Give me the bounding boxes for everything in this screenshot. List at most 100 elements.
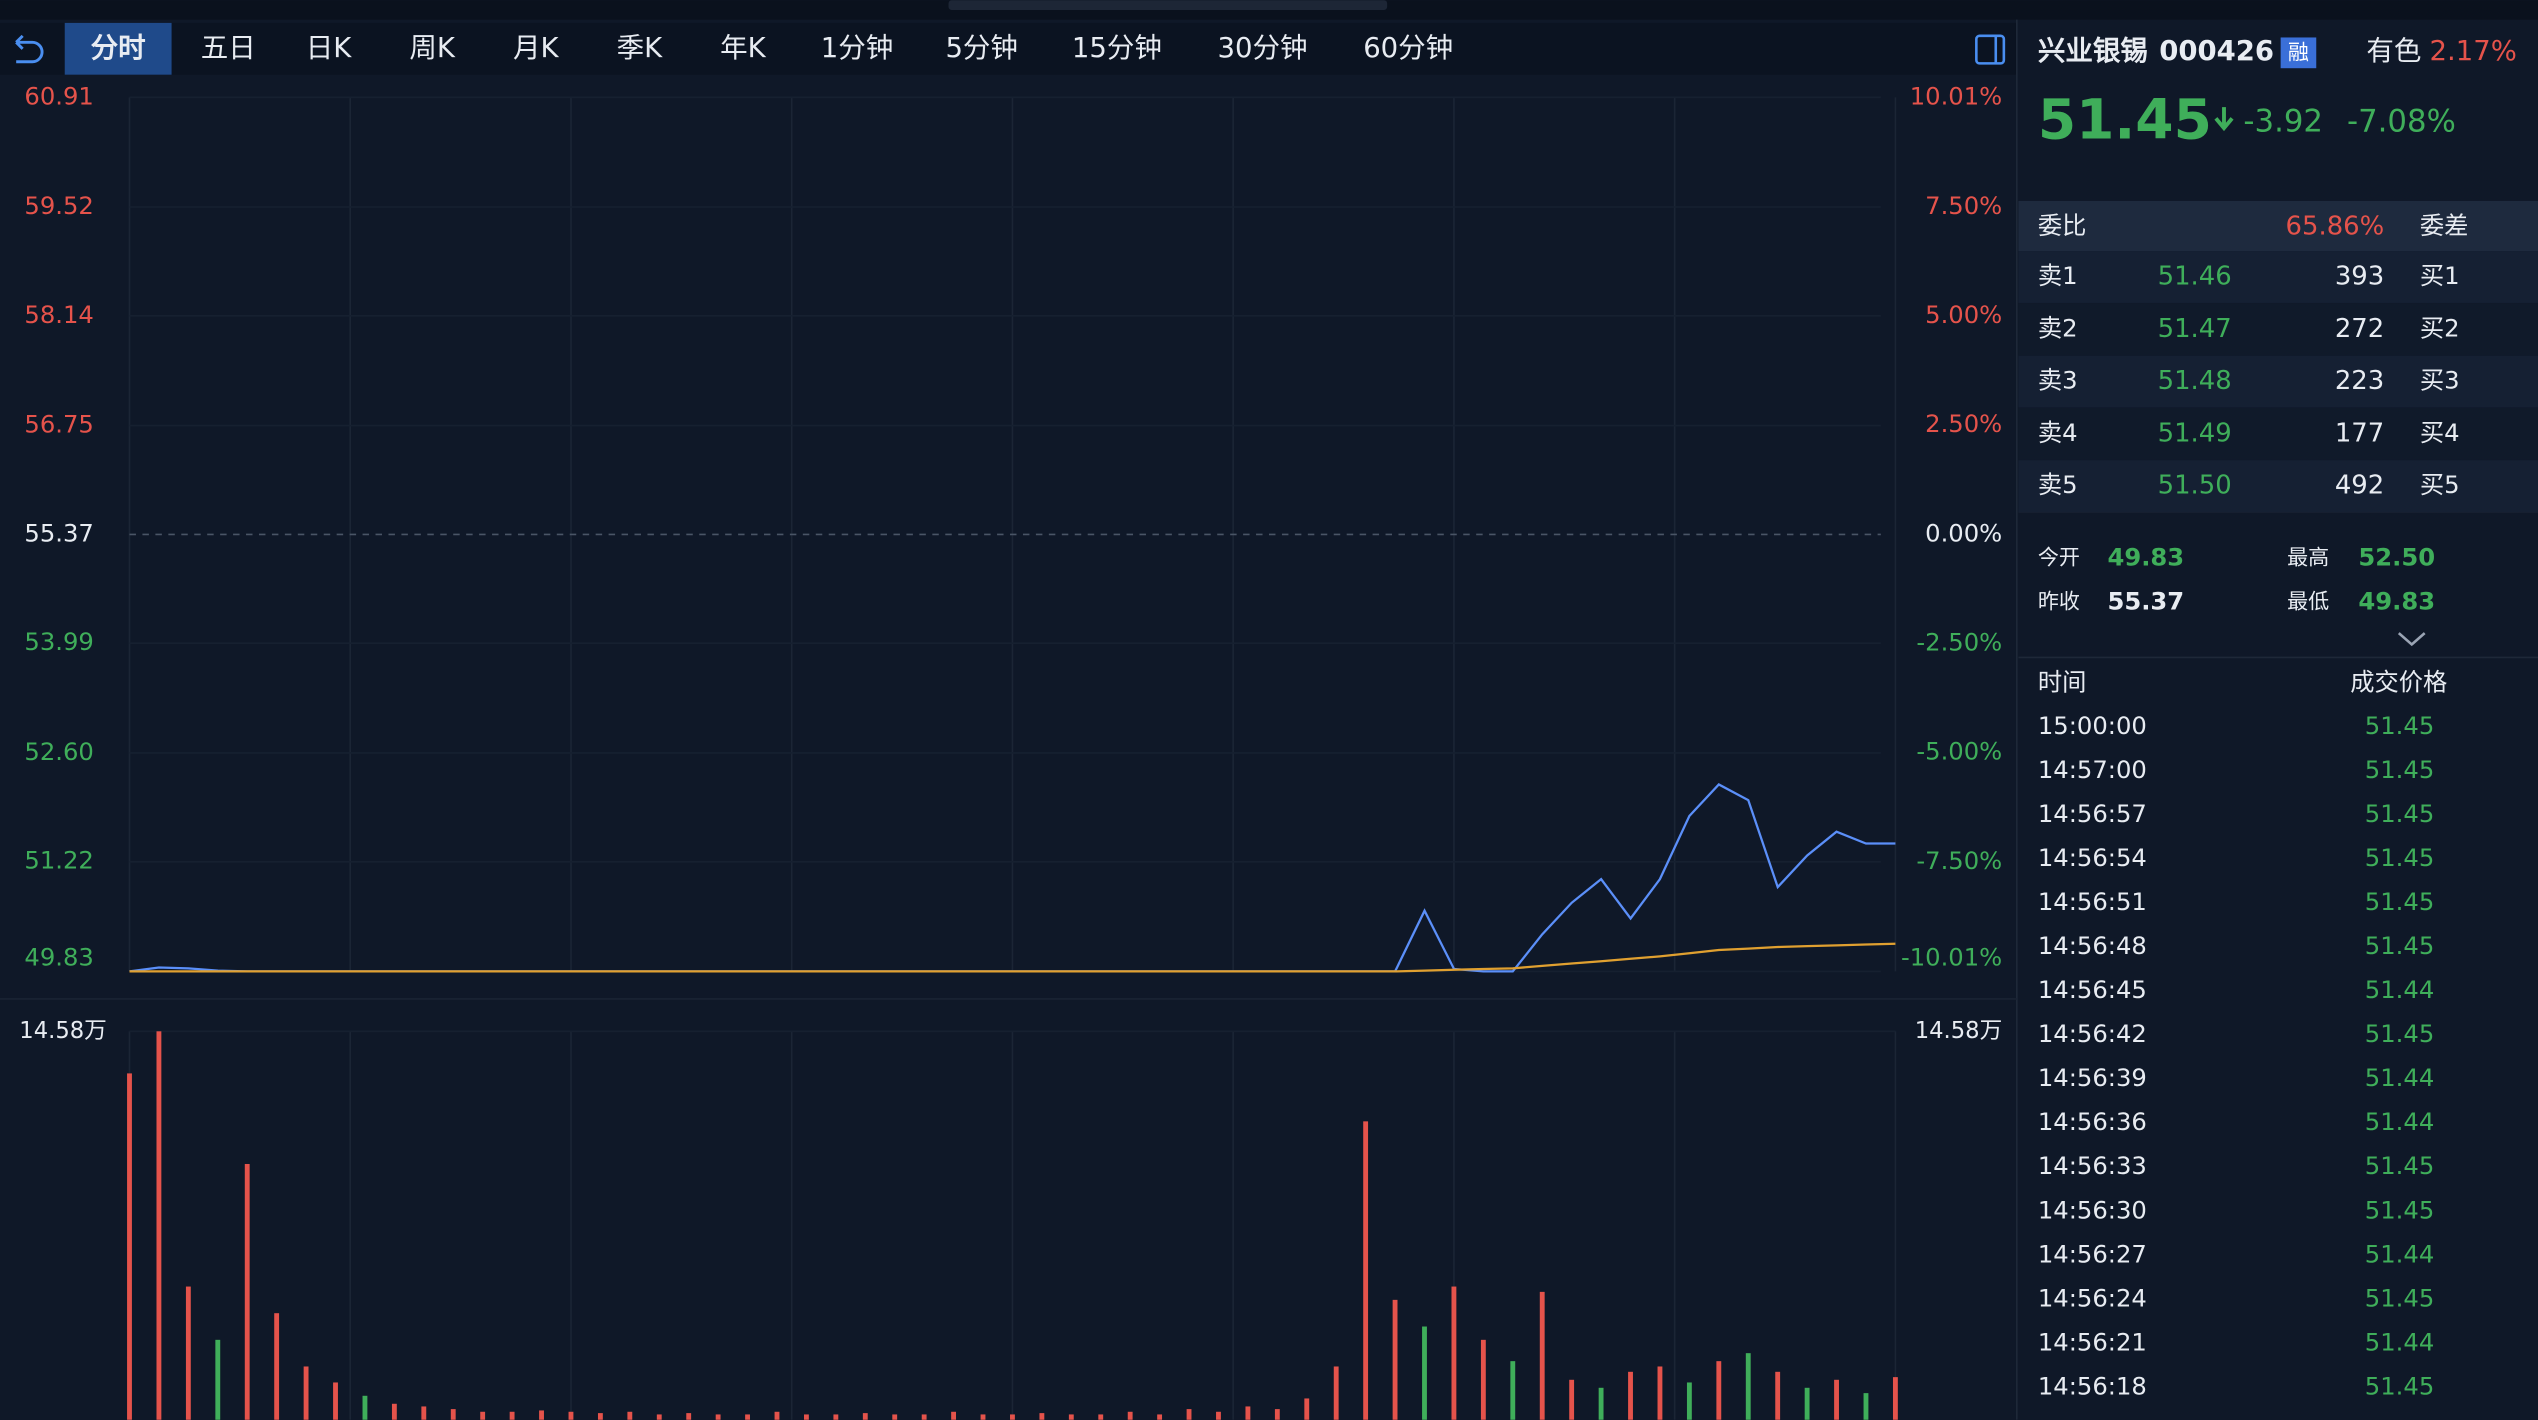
trade-price: 51.45 (2365, 887, 2434, 916)
tab[interactable]: 五日 (201, 32, 256, 64)
volume-bar (921, 1414, 927, 1420)
badge: 融 (2288, 40, 2309, 65)
ask-price: 51.50 (2158, 471, 2232, 501)
volume-bar (1039, 1413, 1045, 1420)
order-row-bg (2018, 407, 2538, 460)
price-change-pct: -7.08% (2347, 104, 2456, 140)
layout-toggle[interactable] (1975, 34, 2006, 65)
trade-price: 51.44 (2365, 1327, 2434, 1356)
order-row-bg (2018, 303, 2538, 356)
trade-price: 51.44 (2365, 1063, 2434, 1092)
volume-bar (509, 1411, 515, 1420)
y2-tick-label: -7.50% (1916, 846, 2002, 875)
volume-bar (127, 1073, 132, 1420)
volume-tick-label-right: 14.58万 (1915, 1018, 2003, 1044)
tab[interactable]: 月K (513, 32, 559, 64)
tab[interactable]: 季K (617, 32, 663, 64)
trade-time: 14:56:51 (2038, 887, 2147, 916)
ask-price: 51.46 (2158, 262, 2232, 292)
tab[interactable]: 15分钟 (1072, 32, 1162, 64)
volume-bar (1657, 1366, 1663, 1420)
tab[interactable]: 日K (306, 32, 352, 64)
stat-label: 今开 (2038, 545, 2080, 570)
volume-bar (1480, 1339, 1486, 1420)
badge-bg (2280, 37, 2317, 69)
volume-bar (215, 1339, 221, 1420)
order-row-bg (2018, 460, 2538, 513)
volume-bar (1686, 1382, 1692, 1420)
y-tick-label: 49.83 (24, 942, 93, 971)
trade-time: 15:00:00 (2038, 711, 2147, 740)
volume-bar (656, 1414, 662, 1420)
ask-label: 卖5 (2038, 470, 2078, 499)
stat-label: 最低 (2287, 588, 2329, 613)
volume-bar (421, 1406, 427, 1420)
tab[interactable]: 年K (720, 32, 766, 64)
volume-bar (774, 1411, 780, 1420)
y-tick-label: 59.52 (24, 191, 93, 220)
stat-label: 最高 (2287, 545, 2329, 570)
volume-bar (333, 1382, 338, 1420)
y2-tick-label: -2.50% (1916, 628, 2002, 657)
volume-bar (391, 1403, 397, 1420)
y-tick-label: 58.14 (24, 300, 93, 329)
volume-bar (1333, 1366, 1339, 1420)
volume-bar (1392, 1299, 1398, 1420)
volume-bar (1068, 1414, 1074, 1420)
volume-tick-label: 14.58万 (19, 1018, 107, 1044)
volume-bar (1451, 1286, 1457, 1420)
trade-price: 51.45 (2365, 931, 2434, 960)
last-price: 51.45 (2038, 87, 2212, 151)
ask-label: 卖3 (2038, 366, 2078, 395)
back-button[interactable] (15, 34, 44, 64)
volume-bar (980, 1414, 986, 1420)
volume-bar (745, 1414, 750, 1420)
ask-price: 51.48 (2158, 366, 2232, 396)
stat-value: 49.83 (2107, 543, 2184, 572)
volume-bar (450, 1409, 456, 1420)
tab[interactable]: 分时 (91, 32, 146, 64)
tab[interactable]: 60分钟 (1363, 32, 1453, 64)
trade-time: 14:56:27 (2038, 1239, 2147, 1268)
volume-bar (1010, 1414, 1015, 1420)
stock-code: 000426 (2159, 35, 2274, 67)
ask-volume: 393 (2335, 262, 2384, 292)
trade-price: 51.45 (2365, 1151, 2434, 1180)
tab[interactable]: 周K (409, 32, 455, 64)
stat-value: 52.50 (2358, 543, 2435, 572)
y-tick-label: 53.99 (24, 627, 93, 656)
ask-price: 51.49 (2158, 418, 2232, 448)
volume-bar (1539, 1291, 1545, 1420)
trade-time: 14:56:54 (2038, 843, 2147, 872)
trade-price: 51.45 (2365, 1019, 2434, 1048)
volume-bar (597, 1413, 603, 1420)
trade-price: 51.45 (2365, 843, 2434, 872)
ask-volume: 223 (2335, 366, 2384, 396)
volume-bar (833, 1414, 839, 1420)
tab[interactable]: 30分钟 (1218, 32, 1308, 64)
trade-price: 51.44 (2365, 1239, 2434, 1268)
price-line (129, 942, 1896, 973)
volume-bar (1716, 1361, 1722, 1420)
ask-price: 51.47 (2158, 314, 2232, 344)
volume-bar (862, 1413, 868, 1420)
volume-bar (1098, 1414, 1104, 1420)
volume-bar (1216, 1411, 1221, 1420)
trade-price: 51.45 (2365, 1195, 2434, 1224)
y2-tick-label: 2.50% (1925, 409, 2002, 438)
order-book-header-bg (2018, 200, 2538, 252)
ask-volume: 492 (2335, 471, 2384, 501)
tab[interactable]: 1分钟 (821, 32, 894, 64)
expand-chevron[interactable] (2397, 632, 2426, 647)
y2-tick-label: 10.01% (1910, 81, 2003, 110)
order-diff-label: 委差 (2420, 211, 2469, 240)
volume-bar (480, 1411, 486, 1420)
volume-bar (274, 1313, 280, 1420)
trade-time: 14:56:18 (2038, 1371, 2147, 1400)
trade-price: 51.45 (2365, 1371, 2434, 1400)
sector: 有色 (2366, 35, 2421, 67)
tab[interactable]: 5分钟 (945, 32, 1018, 64)
sector-change: 2.17% (2430, 35, 2517, 67)
active-tab-bg (64, 22, 172, 75)
